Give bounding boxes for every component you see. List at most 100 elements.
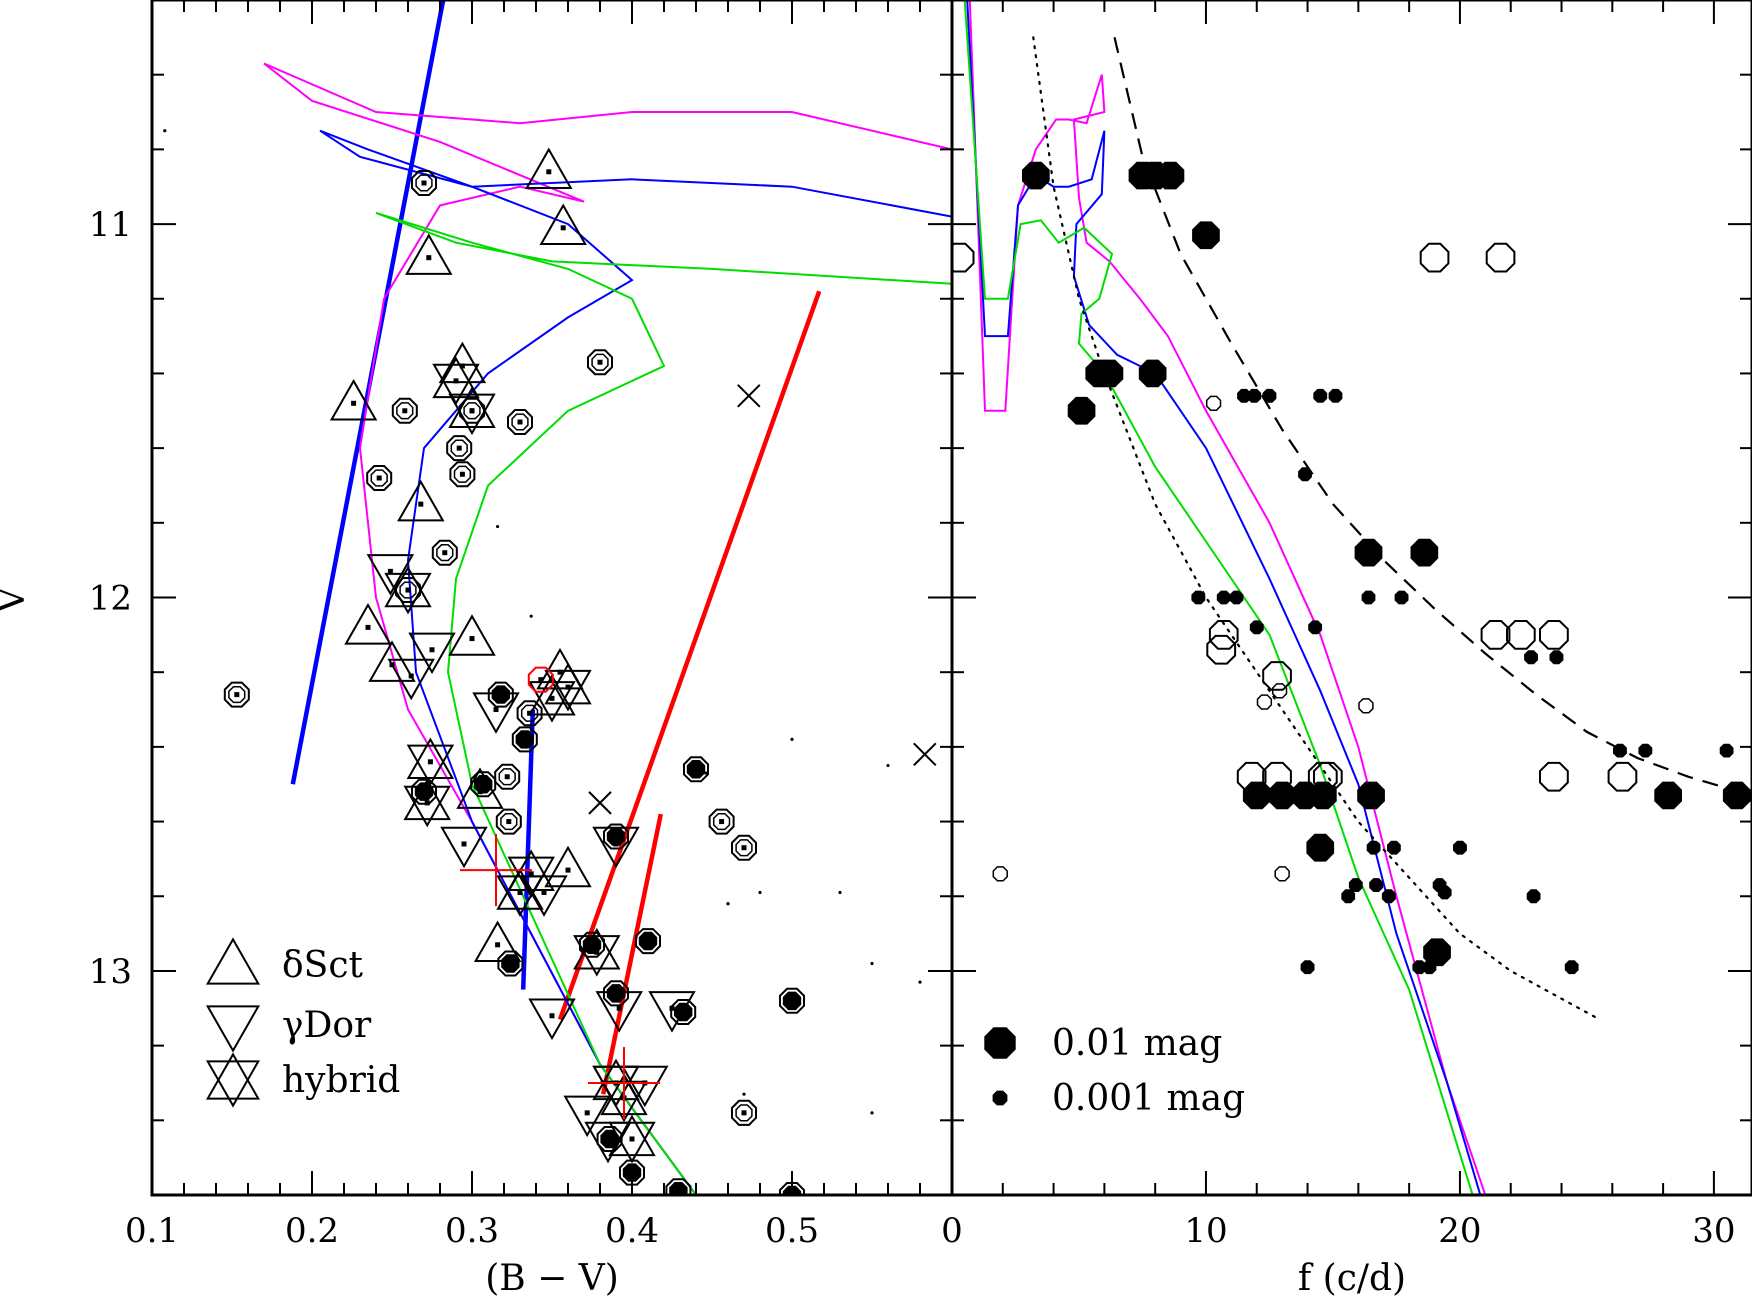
- left-point-triangle-up-10-center: [565, 867, 571, 873]
- left-point-hexagram-9-down: [573, 935, 621, 977]
- right-point-open-large-8: [1539, 620, 1569, 650]
- left-point-triangle-up-8: [448, 614, 496, 656]
- left-point-open-octagon-dot-2-center: [376, 475, 382, 481]
- legend-small-filled-octagon-symbol: [992, 1090, 1008, 1106]
- left-point-open-octagon-dot-15: [731, 834, 757, 861]
- right-point-filled-large-0: [1022, 161, 1050, 190]
- left-point-triangle-down-1-center: [408, 673, 414, 679]
- right-point-filled-large-18: [1306, 833, 1335, 862]
- right-point-filled-small-30: [1638, 743, 1653, 758]
- left-point-small-dot-7: [838, 890, 842, 895]
- right-point-filled-small-31: [1719, 743, 1734, 758]
- right-point-filled-large-6: [1095, 359, 1124, 388]
- left-point-triangle-up-11-center: [557, 669, 563, 675]
- left-point-open-octagon-dot-3-inner: [396, 402, 414, 420]
- left-x-tick-label: 0.4: [605, 1211, 659, 1251]
- legend-hexagram-symbol: [205, 1052, 261, 1100]
- left-point-open-octagon-dot-1-inner: [415, 174, 433, 192]
- right-point-filled-large-4: [1192, 221, 1220, 250]
- left-point-hexagram-12-center: [629, 1136, 635, 1142]
- left-point-filled-octagon-dot-12-fill: [606, 984, 626, 1003]
- right-point-filled-small-15: [1366, 840, 1381, 855]
- left-point-filled-octagon-dot-2: [635, 928, 661, 955]
- left-point-open-octagon-dot-15-center: [741, 845, 747, 851]
- left-point-open-octagon-dot-13: [516, 700, 543, 727]
- left-point-triangle-up-5-center: [560, 225, 566, 231]
- left-point-hexagram-1: [406, 737, 455, 780]
- left-point-hexagram-1-center: [427, 759, 433, 765]
- left-point-small-dot-1: [496, 524, 500, 529]
- right-point-open-large-13: [1539, 761, 1569, 792]
- legend-hexagram-symbol-down: [205, 1060, 261, 1108]
- right-point-open-small-0: [1205, 395, 1222, 411]
- left-point-filled-octagon-dot-10: [779, 1182, 805, 1195]
- left-point-triangle-up-9: [456, 767, 504, 809]
- right-line-3: [1032, 36, 1601, 1021]
- right-point-filled-small-13: [1524, 650, 1538, 665]
- right-x-tick-label: 20: [1438, 1211, 1481, 1251]
- right-point-filled-small-18: [1348, 878, 1363, 892]
- left-point-triangle-up-8-center: [469, 636, 475, 642]
- left-point-filled-octagon-dot-15-fill: [515, 730, 534, 749]
- left-point-open-octagon-dot-0-center: [234, 692, 240, 698]
- right-point-open-large-5: [1262, 661, 1292, 691]
- left-point-hexagram-9: [573, 927, 621, 970]
- left-point-open-octagon-dot-9-center: [442, 550, 448, 556]
- right-x-tick-label: 30: [1692, 1211, 1735, 1251]
- left-point-open-octagon-dot-16: [731, 1099, 757, 1126]
- right-point-filled-small-9: [1361, 590, 1376, 605]
- left-point-small-dot-6: [758, 890, 762, 895]
- left-point-open-octagon-dot-6-inner: [463, 402, 481, 420]
- right-point-filled-small-23: [1341, 889, 1356, 904]
- legend-triangle-down-symbol: [205, 1005, 261, 1053]
- left-x-tick-label: 0.5: [765, 1211, 819, 1251]
- left-point-filled-octagon-dot-16: [497, 950, 524, 977]
- left-point-triangle-down-3: [440, 826, 488, 869]
- left-point-triangle-down-2: [408, 632, 456, 675]
- right-point-filled-large-9: [1354, 538, 1383, 567]
- left-point-small-dot-13: [870, 1111, 874, 1115]
- right-point-filled-large-11: [1242, 781, 1271, 810]
- left-point-open-octagon-dot-9-inner: [436, 544, 454, 562]
- left-point-triangle-down-4: [472, 692, 520, 734]
- left-point-triangle-down-7: [592, 826, 640, 869]
- left-x-tick-label: 0.3: [445, 1211, 499, 1251]
- right-point-filled-small-20: [1381, 889, 1396, 904]
- right-point-filled-small-26: [1412, 960, 1427, 975]
- left-point-open-octagon-dot-5-inner: [453, 465, 472, 483]
- right-point-filled-large-8: [1067, 396, 1096, 425]
- left-point-open-octagon-dot-4: [446, 435, 473, 462]
- left-point-filled-octagon-dot-11-fill: [606, 827, 626, 846]
- left-point-hexagram-2-center: [453, 378, 459, 384]
- right-point-filled-small-17: [1453, 840, 1467, 855]
- left-point-triangle-down-4-center: [493, 707, 499, 713]
- right-point-filled-small-14: [1549, 650, 1564, 665]
- left-y-tick-label: 12: [89, 579, 132, 619]
- left-point-open-octagon-dot-1-center: [421, 180, 427, 186]
- right-point-filled-large-17: [1722, 781, 1751, 810]
- left-point-open-octagon-dot-9: [431, 539, 458, 566]
- left-point-triangle-up-1-center: [459, 363, 465, 369]
- left-x-tick-label: 0.2: [285, 1211, 339, 1251]
- right-x-tick-label: 0: [941, 1211, 963, 1251]
- left-point-triangle-down-9: [648, 991, 696, 1033]
- left-point-triangle-down-3-center: [461, 841, 467, 847]
- right-point-filled-small-19: [1369, 878, 1384, 892]
- left-line-3: [600, 813, 664, 1095]
- left-point-triangle-down-9-center: [669, 1005, 675, 1011]
- left-point-hexagram-6-down: [507, 856, 555, 899]
- right-point-open-large-7: [1506, 620, 1536, 650]
- left-point-triangle-up-4-center: [546, 169, 552, 175]
- left-point-triangle-down-11: [621, 1065, 669, 1108]
- left-point-open-octagon-dot-13-inner: [520, 704, 539, 722]
- right-point-filled-small-3: [1313, 388, 1328, 403]
- left-point-triangle-down-2-center: [429, 647, 435, 653]
- left-point-hexagram-3-center: [469, 408, 475, 414]
- right-legend: 0.01 mag 0.001 mag: [984, 1023, 1245, 1119]
- right-point-open-small-1: [1256, 694, 1273, 710]
- left-point-open-octagon-dot-1: [411, 170, 437, 196]
- left-point-hexagram-3: [448, 386, 496, 428]
- left-point-filled-octagon-dot-13-fill: [582, 935, 602, 954]
- right-panel: 0 10 20 30 0.01 mag 0.001 mag: [941, 0, 1752, 1251]
- right-point-filled-large-16: [1654, 781, 1682, 810]
